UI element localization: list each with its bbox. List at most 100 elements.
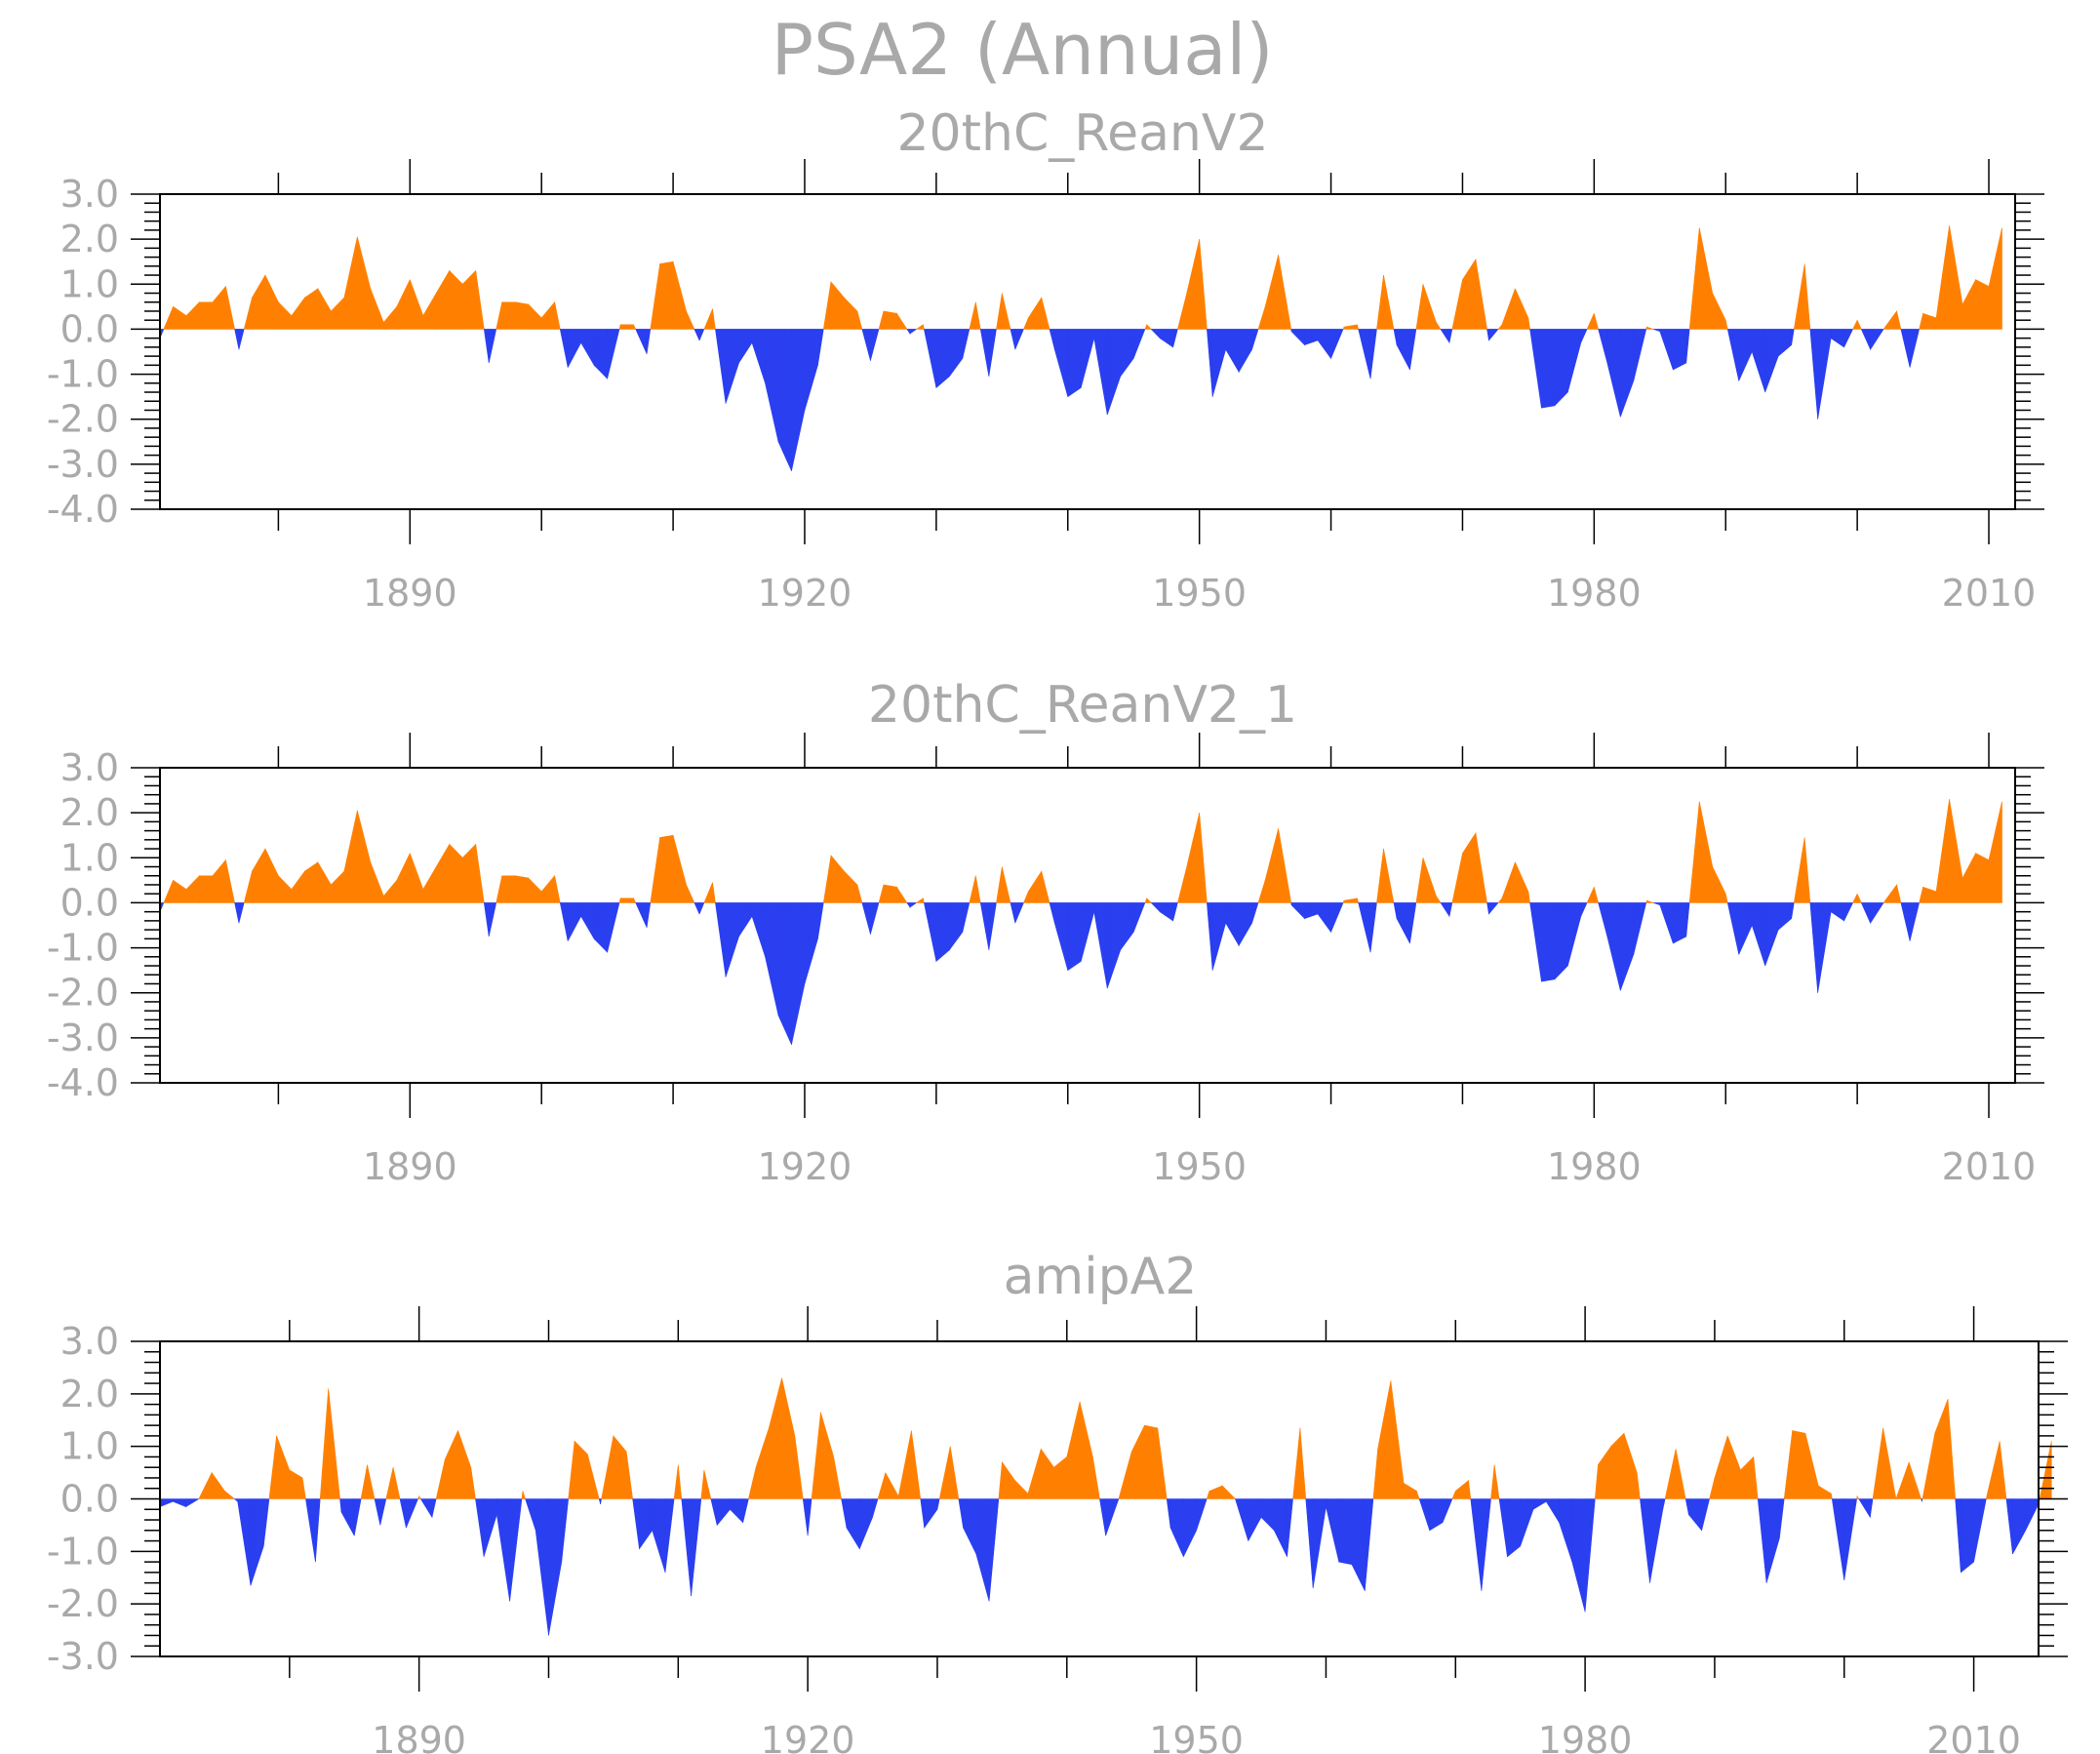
series-area-segment [877, 1472, 887, 1499]
series-area-segment [2025, 1498, 2040, 1531]
series-area-segment [185, 875, 200, 903]
series-area-segment [587, 1454, 600, 1499]
series-area-segment [897, 1430, 912, 1499]
panel-20thc-reanv2: 20thC_ReanV2 3.02.01.00.0-1.0-2.0-3.0-4.… [47, 104, 2044, 615]
series-area-segment [678, 1464, 683, 1499]
series-area-segment [1172, 902, 1178, 921]
x-tick-label: 1920 [758, 1145, 852, 1188]
panel-plot-area: 3.02.01.00.0-1.0-2.0-3.0-4.0 1890 1920 1950… [47, 733, 2044, 1188]
series-area-segment [975, 1498, 990, 1602]
series-area-segment [1803, 263, 1811, 330]
series-area-segment [212, 858, 226, 903]
series-area-segment [1278, 828, 1292, 903]
series-area-segment [650, 837, 660, 903]
series-area-segment [1185, 239, 1200, 330]
series-area-segment [1633, 902, 1647, 955]
x-tick-label: 2010 [1942, 572, 2037, 615]
series-area-segment [1870, 1498, 1874, 1518]
series-area-segment [1580, 329, 1588, 343]
series-area-segment [1922, 886, 1937, 903]
x-tick-label: 1950 [1149, 1719, 1244, 1754]
series-area-segment [1777, 329, 1792, 357]
series-area-segment [1238, 902, 1252, 947]
series-area-segment [2005, 1498, 2013, 1555]
series-area-segment [1150, 329, 1161, 339]
series-area-segment [1305, 1498, 1314, 1589]
series-area-segment [540, 874, 555, 903]
series-area-segment [909, 902, 918, 908]
series-area-segment [1698, 227, 1714, 330]
series-area-segment [1211, 329, 1226, 397]
series-area-segment [1274, 1498, 1288, 1557]
series-area-segment [1594, 887, 1600, 903]
y-tick-label: 3.0 [60, 1320, 119, 1363]
series-area-segment [360, 1464, 368, 1499]
series-area-segment [1949, 225, 1963, 330]
series-area-segment [765, 329, 779, 442]
y-tick-label: -1.0 [47, 1530, 119, 1573]
y-tick-label: 0.0 [60, 881, 119, 924]
series-area-segment [1416, 1491, 1420, 1499]
series-area-segment [924, 1498, 938, 1530]
series-area-segment [1831, 1498, 1845, 1580]
series-area-segment [632, 1498, 640, 1549]
series-area-segment [1176, 868, 1187, 903]
series-area-segment [1278, 255, 1292, 330]
series-area-segment [1462, 258, 1477, 330]
series-area-segment [1620, 902, 1635, 991]
series-area-segment [1369, 329, 1377, 379]
series-area-segment [1468, 1480, 1472, 1499]
panel-plot-area: 3.0 2.0 1.0 0.0 -1.0 -2.0 -3.0 1890 1920 1950 1980… [47, 1306, 2068, 1754]
series-area-segment [1312, 1498, 1327, 1589]
series-area-segment [1791, 902, 1795, 919]
series-area-segment [1290, 329, 1305, 346]
series-area-segment [461, 269, 477, 330]
series-area-segment [1299, 1427, 1307, 1499]
series-area-segment [1343, 324, 1358, 330]
series-area-segment [328, 1388, 340, 1499]
series-area-segment [1159, 902, 1173, 922]
series-area-segment [1986, 1441, 2001, 1499]
series-area-segment [483, 902, 490, 937]
series-area-segment [1949, 799, 1963, 903]
series-area-segment [681, 1498, 692, 1597]
series-area-segment [483, 329, 490, 364]
series-area-segment [1041, 871, 1050, 903]
series-area-segment [639, 1498, 654, 1550]
series-area-segment [1652, 902, 1661, 906]
series-area-segment [1817, 902, 1832, 993]
series-area-segment [1545, 1498, 1560, 1524]
series-area-segment [1726, 1435, 1741, 1499]
series-area-segment [1498, 1498, 1508, 1557]
series-area-segment [703, 882, 713, 903]
y-tick-label: 1.0 [60, 836, 119, 879]
series-area-segment [396, 853, 411, 903]
series-area-segment [1738, 329, 1753, 381]
series-area-segment [906, 902, 911, 909]
series-area-segment [841, 1498, 848, 1529]
series-area-segment [567, 329, 581, 368]
series-area-segment [804, 329, 818, 411]
series-area-segment [495, 301, 503, 330]
series-area-segment [559, 329, 569, 368]
series-area-segment [878, 884, 885, 903]
series-area-segment [710, 1498, 718, 1526]
series-area-segment [794, 1435, 804, 1499]
series-area-segment [1804, 1433, 1819, 1499]
series-area-segment [1049, 902, 1055, 924]
series-area-segment [1451, 1491, 1456, 1499]
series-area-segment [1740, 1455, 1755, 1499]
series-area-segment [1606, 902, 1621, 991]
series-area-segment [237, 1498, 252, 1586]
series-area-segment [172, 1498, 186, 1508]
series-area-segment [1002, 293, 1011, 330]
series-area-segment [1672, 902, 1687, 944]
series-area-segment [343, 810, 358, 903]
series-area-segment [1053, 1455, 1068, 1499]
series-area-segment [163, 880, 174, 903]
x-tick-label: 2010 [1926, 1719, 2021, 1754]
series-area-segment [278, 301, 293, 330]
series-area-segment [1260, 1498, 1275, 1532]
series-area-segment [1422, 284, 1437, 330]
y-tick-label: -2.0 [47, 972, 119, 1015]
